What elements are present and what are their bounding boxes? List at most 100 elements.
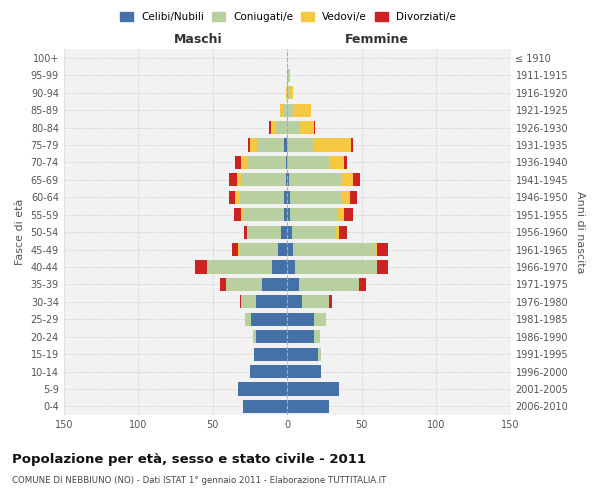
Bar	[344, 156, 347, 169]
Bar	[286, 174, 287, 186]
Bar	[289, 174, 341, 186]
Bar	[244, 226, 247, 238]
Bar	[235, 156, 241, 169]
Bar	[256, 330, 287, 344]
Bar	[287, 278, 299, 291]
Bar	[287, 156, 329, 169]
Bar	[292, 226, 337, 238]
Bar	[280, 104, 283, 117]
Bar	[314, 330, 320, 344]
Bar	[241, 208, 244, 222]
Bar	[262, 278, 287, 291]
Bar	[286, 156, 287, 169]
Bar	[314, 121, 316, 134]
Bar	[232, 243, 238, 256]
Bar	[242, 400, 287, 413]
Bar	[248, 138, 250, 151]
Bar	[284, 208, 287, 222]
Bar	[299, 278, 359, 291]
Bar	[290, 208, 338, 222]
Text: Popolazione per età, sesso e stato civile - 2011: Popolazione per età, sesso e stato civil…	[12, 452, 366, 466]
Bar	[329, 156, 344, 169]
Y-axis label: Fasce di età: Fasce di età	[15, 199, 25, 266]
Bar	[281, 226, 287, 238]
Bar	[229, 191, 235, 204]
Bar	[287, 208, 290, 222]
Bar	[337, 226, 340, 238]
Bar	[236, 174, 241, 186]
Bar	[287, 86, 289, 100]
Text: Femmine: Femmine	[344, 32, 409, 46]
Bar	[350, 191, 357, 204]
Bar	[254, 348, 287, 360]
Bar	[257, 138, 284, 151]
Text: Maschi: Maschi	[173, 32, 222, 46]
Bar	[229, 174, 236, 186]
Bar	[286, 86, 287, 100]
Bar	[293, 243, 375, 256]
Bar	[207, 260, 272, 274]
Bar	[340, 226, 347, 238]
Bar	[271, 121, 275, 134]
Bar	[287, 104, 293, 117]
Bar	[302, 296, 329, 308]
Bar	[287, 260, 295, 274]
Bar	[295, 260, 377, 274]
Bar	[244, 208, 284, 222]
Bar	[287, 348, 319, 360]
Text: COMUNE DI NEBBIUNO (NO) - Dati ISTAT 1° gennaio 2011 - Elaborazione TUTTITALIA.I: COMUNE DI NEBBIUNO (NO) - Dati ISTAT 1° …	[12, 476, 386, 485]
Bar	[289, 86, 293, 100]
Bar	[377, 243, 388, 256]
Bar	[375, 243, 377, 256]
Bar	[293, 104, 311, 117]
Bar	[278, 243, 287, 256]
Bar	[319, 348, 322, 360]
Bar	[287, 138, 314, 151]
Bar	[314, 313, 326, 326]
Bar	[287, 400, 329, 413]
Bar	[290, 191, 343, 204]
Bar	[241, 156, 247, 169]
Y-axis label: Anni di nascita: Anni di nascita	[575, 191, 585, 274]
Bar	[233, 208, 241, 222]
Bar	[241, 174, 286, 186]
Bar	[314, 138, 351, 151]
Bar	[248, 226, 281, 238]
Bar	[344, 208, 353, 222]
Bar	[289, 69, 290, 82]
Bar	[241, 296, 256, 308]
Bar	[287, 121, 299, 134]
Bar	[299, 121, 314, 134]
Bar	[329, 296, 332, 308]
Bar	[238, 382, 287, 396]
Bar	[269, 121, 271, 134]
Bar	[287, 365, 322, 378]
Bar	[287, 69, 289, 82]
Bar	[226, 278, 262, 291]
Bar	[247, 226, 248, 238]
Bar	[238, 243, 239, 256]
Bar	[353, 174, 360, 186]
Bar	[283, 104, 287, 117]
Bar	[245, 313, 251, 326]
Bar	[239, 243, 278, 256]
Bar	[275, 121, 287, 134]
Bar	[287, 243, 293, 256]
Bar	[287, 382, 340, 396]
Bar	[235, 191, 239, 204]
Bar	[256, 296, 287, 308]
Bar	[359, 278, 366, 291]
Bar	[287, 296, 302, 308]
Bar	[287, 330, 314, 344]
Bar	[195, 260, 207, 274]
Bar	[341, 174, 353, 186]
Bar	[287, 313, 314, 326]
Bar	[220, 278, 226, 291]
Bar	[287, 174, 289, 186]
Bar	[377, 260, 388, 274]
Bar	[251, 313, 287, 326]
Bar	[343, 191, 350, 204]
Bar	[284, 191, 287, 204]
Bar	[239, 191, 284, 204]
Bar	[351, 138, 353, 151]
